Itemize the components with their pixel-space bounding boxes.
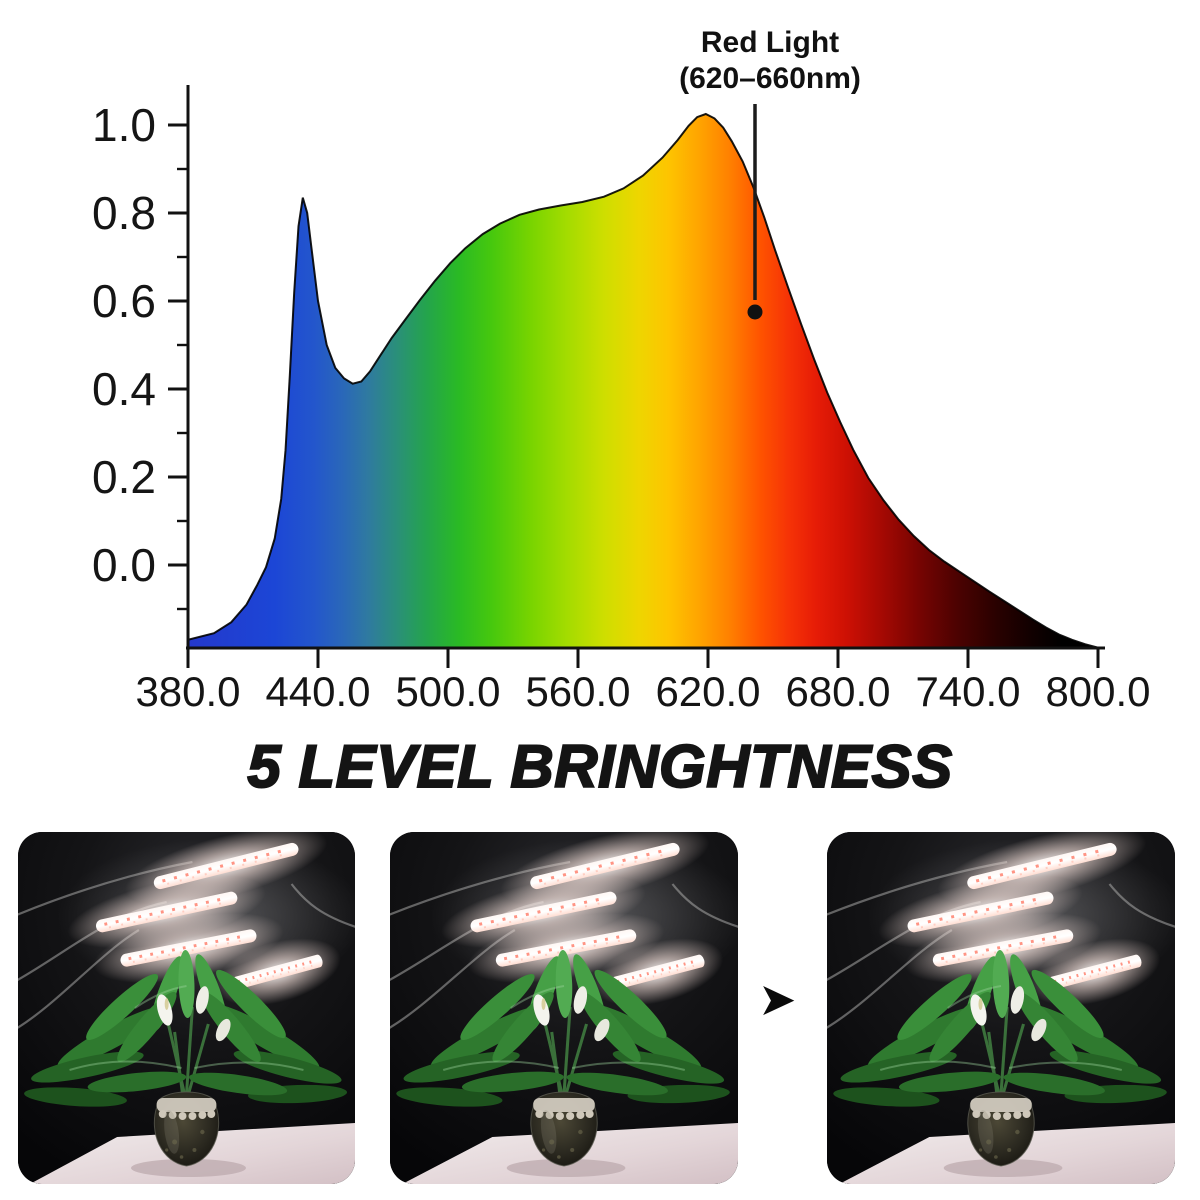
arrow-right-icon: ➤ [758,972,797,1026]
plant-photo-3 [827,832,1175,1184]
x-tick-label: 380.0 [135,668,240,715]
y-tick-label: 0.4 [92,363,156,415]
annotation-pointer-dot [747,304,763,320]
x-tick-label: 620.0 [655,668,760,715]
spectrum-area [187,112,1099,649]
red-light-annotation: Red Light (620–660nm) [679,26,861,320]
x-tick-label: 560.0 [525,668,630,715]
y-tick-label: 0.2 [92,451,156,503]
x-tick-label: 740.0 [915,668,1020,715]
spectrum-chart: 0.0 0.2 0.4 0.6 0.8 1.0 380.0 440.0 500.0 560.0 62… [92,26,1151,715]
x-tick-label: 500.0 [395,668,500,715]
plant-photo-2 [390,832,738,1184]
x-tick-label: 800.0 [1045,668,1150,715]
chart-plot-area: 0.0 0.2 0.4 0.6 0.8 1.0 380.0 440.0 500.0 560.0 62… [92,85,1151,715]
x-tick-label: 680.0 [785,668,890,715]
y-tick-label: 0.0 [92,539,156,591]
x-tick-label: 440.0 [265,668,370,715]
headline: 5 LEVEL BRINGHTNESS [246,732,953,801]
annotation-line1: Red Light [701,26,839,59]
y-tick-label: 0.8 [92,187,156,239]
plant-photo-1 [18,832,355,1184]
annotation-line2: (620–660nm) [679,62,861,95]
y-tick-label: 1.0 [92,99,156,151]
y-tick-label: 0.6 [92,275,156,327]
